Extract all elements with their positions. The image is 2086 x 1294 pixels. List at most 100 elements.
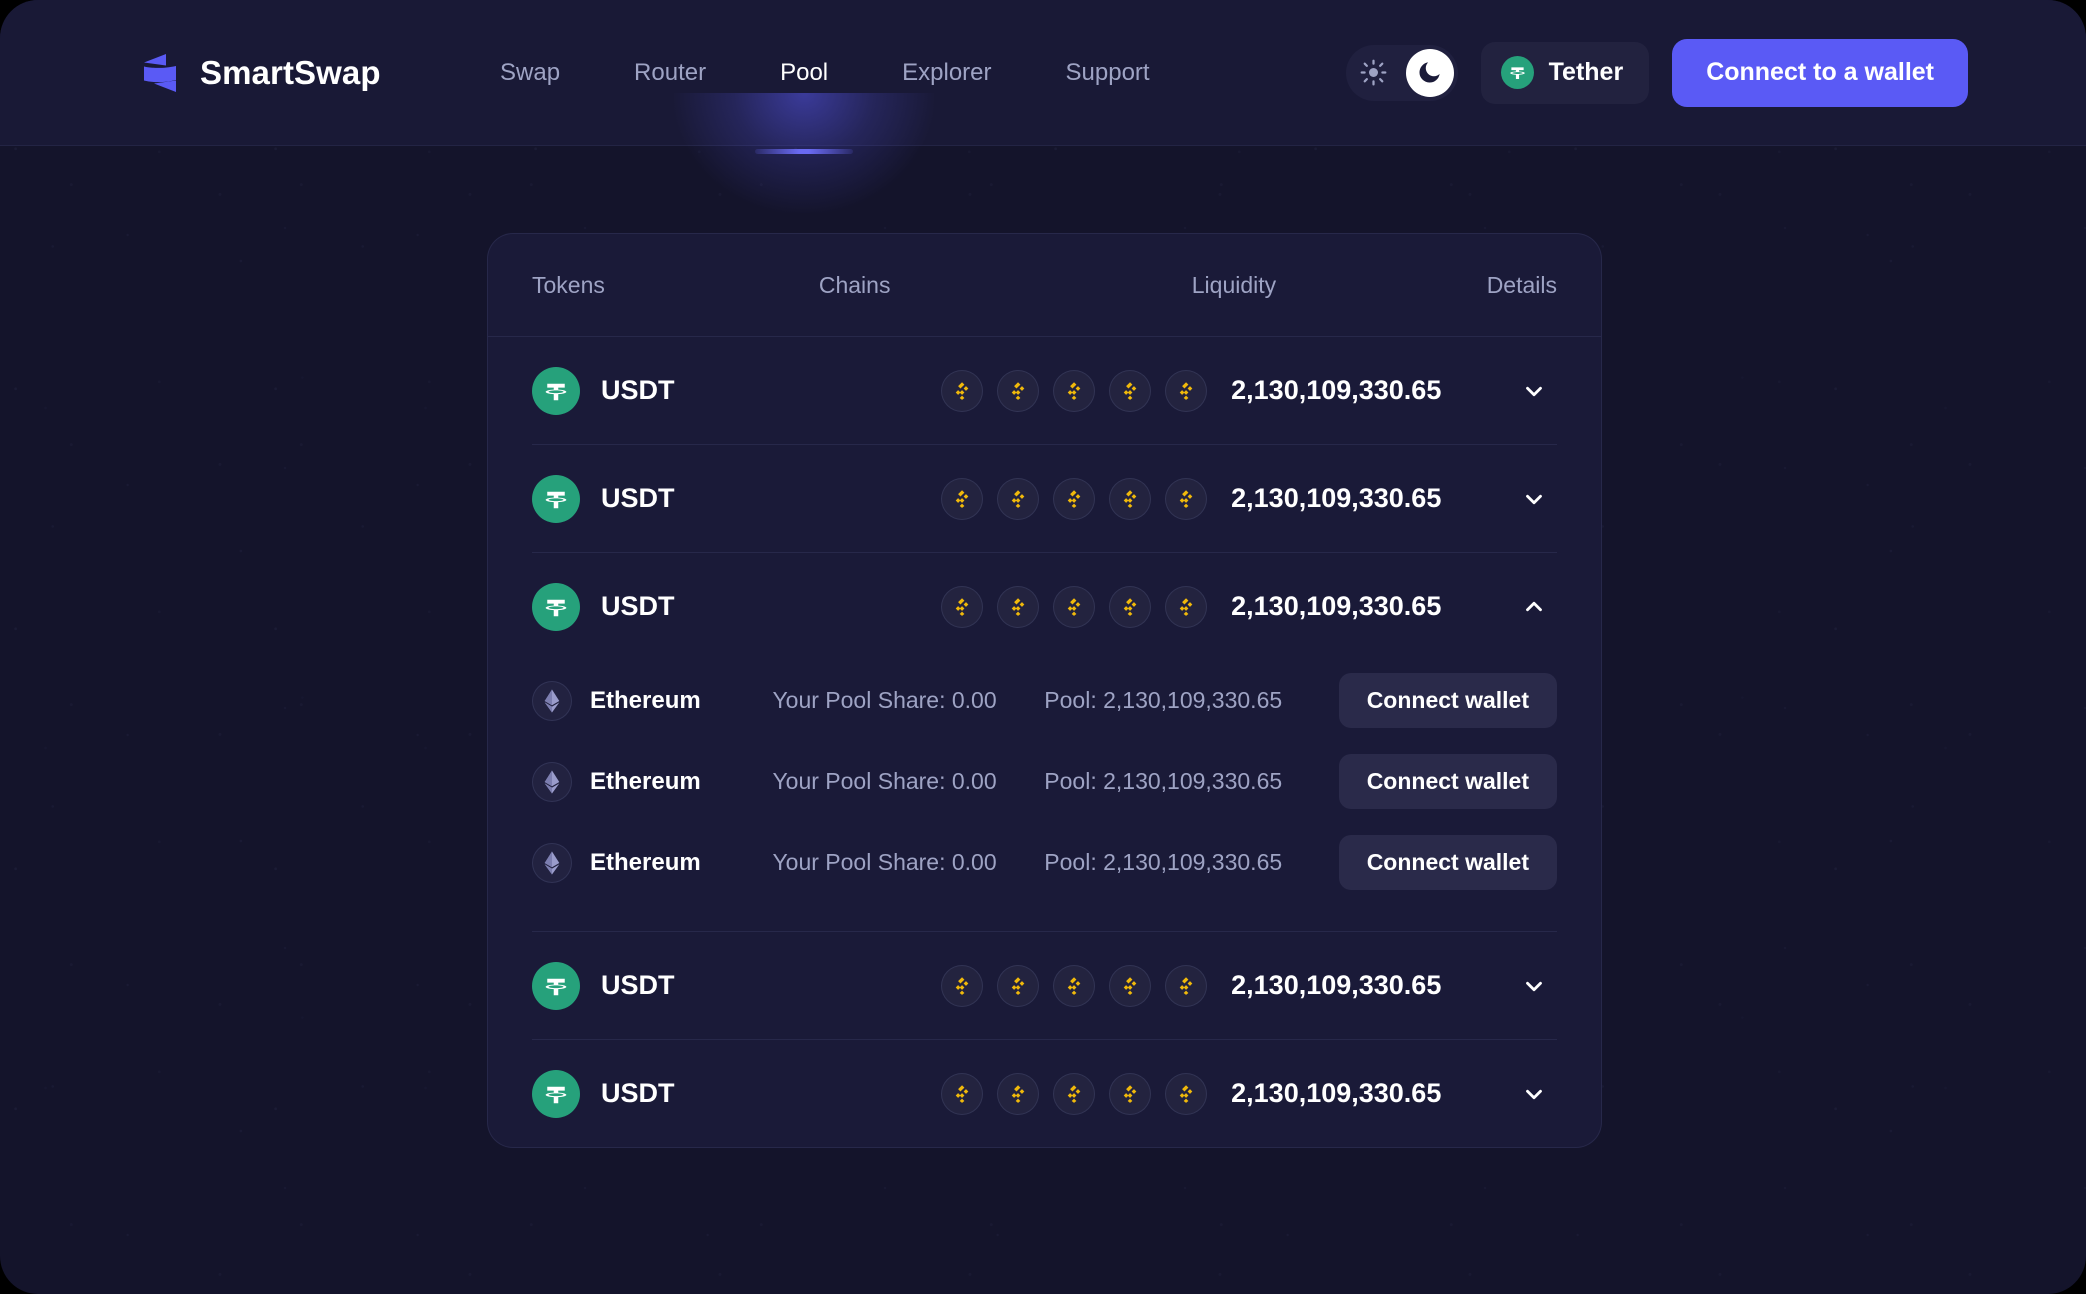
row-details-cell (1445, 482, 1557, 516)
row-token-cell: USDT (532, 1069, 810, 1118)
nav-label: Swap (500, 58, 561, 86)
tether-icon (1500, 56, 1534, 89)
tether-icon (532, 366, 580, 415)
tether-icon (532, 961, 580, 1010)
table-row[interactable]: USDT 2,130,109,330.65 (488, 337, 1601, 444)
binance-icon (1165, 1072, 1208, 1115)
binance-icon (997, 585, 1040, 628)
selected-token-label: Tether (1548, 58, 1624, 86)
tether-icon (532, 474, 580, 523)
nav-label: Support (1065, 58, 1150, 86)
detail-action-cell: Connect wallet (1338, 754, 1557, 809)
nav-label: Router (634, 58, 707, 86)
pool-table-header: Tokens Chains Liquidity Details (488, 234, 1601, 337)
row-token-name: USDT (601, 483, 675, 513)
binance-icon (1165, 964, 1208, 1007)
row-token-name: USDT (601, 375, 675, 405)
row-chains-cell (810, 1072, 1208, 1115)
main-navigation: Swap Router Pool Explorer Support (500, 49, 1150, 213)
binance-icon (941, 1072, 984, 1115)
row-divider (532, 552, 1557, 553)
row-divider (532, 444, 1557, 445)
row-details-cell (1445, 590, 1557, 624)
table-row[interactable]: USDT 2,130,109,330.65 (488, 445, 1601, 552)
detail-chain-cell: Ethereum (532, 842, 772, 883)
detail-pool-total: Pool: 2,130,109,330.65 (1044, 687, 1283, 713)
row-token-cell: USDT (532, 474, 810, 523)
nav-label: Pool (780, 58, 829, 86)
detail-chain-name: Ethereum (590, 686, 701, 714)
row-chains-cell (810, 585, 1208, 628)
row-chains-cell (810, 369, 1208, 412)
table-row[interactable]: USDT 2,130,109,330.65 (488, 1040, 1601, 1147)
tether-icon (532, 1069, 580, 1118)
table-row[interactable]: USDT 2,130,109,330.65 (488, 932, 1601, 1039)
connect-wallet-button[interactable]: Connect wallet (1338, 673, 1557, 728)
moon-icon[interactable] (1405, 48, 1454, 97)
row-liquidity: 2,130,109,330.65 (1231, 1078, 1442, 1108)
binance-icon (1109, 477, 1152, 520)
smartswap-ribbon-icon (140, 50, 180, 96)
binance-icon (1109, 369, 1152, 412)
detail-pool-total: Pool: 2,130,109,330.65 (1044, 849, 1283, 875)
ethereum-icon (532, 680, 572, 721)
chevron-down-icon[interactable] (1517, 482, 1551, 516)
selected-token-pill[interactable]: Tether (1480, 41, 1650, 104)
pool-detail-row: Ethereum Your Pool Share: 0.00 Pool: 2,1… (488, 822, 1601, 903)
table-row-expanded[interactable]: USDT 2,130,109,330.65 (488, 553, 1601, 660)
detail-action-cell: Connect wallet (1338, 835, 1557, 890)
binance-icon (1053, 477, 1096, 520)
theme-toggle[interactable] (1345, 44, 1458, 101)
nav-item-explorer[interactable]: Explorer (902, 49, 991, 97)
binance-icon (1165, 369, 1208, 412)
detail-pool-total: Pool: 2,130,109,330.65 (1044, 768, 1283, 794)
chevron-down-icon[interactable] (1517, 969, 1551, 1003)
brand-logo[interactable]: SmartSwap (140, 50, 381, 96)
row-chains-cell (810, 964, 1208, 1007)
row-token-name: USDT (601, 970, 675, 1000)
row-token-name: USDT (601, 591, 675, 621)
binance-icon (941, 477, 984, 520)
nav-item-swap[interactable]: Swap (500, 49, 560, 97)
connect-to-wallet-button[interactable]: Connect to a wallet (1672, 38, 1968, 107)
binance-icon (1109, 585, 1152, 628)
column-header-chains: Chains (818, 271, 891, 298)
chevron-down-icon[interactable] (1517, 1077, 1551, 1111)
nav-item-router[interactable]: Router (634, 49, 706, 97)
chevron-down-icon[interactable] (1517, 374, 1551, 408)
connect-wallet-button[interactable]: Connect wallet (1338, 754, 1557, 809)
binance-icon (1053, 369, 1096, 412)
sun-icon[interactable] (1350, 49, 1398, 97)
row-divider (532, 931, 1557, 932)
pool-table-card: Tokens Chains Liquidity Details USDT 2,1… (487, 233, 1602, 1148)
binance-icon (941, 964, 984, 1007)
brand-name: SmartSwap (200, 53, 381, 91)
app-header: SmartSwap Swap Router Pool Explorer Supp… (0, 0, 2086, 213)
header-actions: Tether Connect to a wallet (1345, 38, 1968, 107)
binance-icon (997, 369, 1040, 412)
detail-pool-share: Your Pool Share: 0.00 (772, 849, 997, 875)
column-header-liquidity: Liquidity (1191, 271, 1277, 298)
detail-chain-cell: Ethereum (532, 761, 772, 802)
ethereum-icon (532, 761, 572, 802)
row-chains-cell (810, 477, 1208, 520)
binance-icon (1109, 1072, 1152, 1115)
binance-icon (941, 369, 984, 412)
row-liquidity: 2,130,109,330.65 (1231, 970, 1442, 1000)
column-header-details: Details (1486, 271, 1557, 298)
nav-label: Explorer (902, 58, 992, 86)
row-token-name: USDT (601, 1078, 675, 1108)
nav-item-support[interactable]: Support (1066, 49, 1150, 97)
binance-icon (1053, 964, 1096, 1007)
detail-action-cell: Connect wallet (1338, 673, 1557, 728)
row-token-cell: USDT (532, 366, 810, 415)
binance-icon (1109, 964, 1152, 1007)
binance-icon (997, 477, 1040, 520)
connect-wallet-button[interactable]: Connect wallet (1338, 835, 1557, 890)
pool-detail-row: Ethereum Your Pool Share: 0.00 Pool: 2,1… (488, 741, 1601, 822)
chevron-up-icon[interactable] (1517, 590, 1551, 624)
row-token-cell: USDT (532, 961, 810, 1010)
nav-item-pool[interactable]: Pool (674, 49, 935, 213)
ethereum-icon (532, 842, 572, 883)
